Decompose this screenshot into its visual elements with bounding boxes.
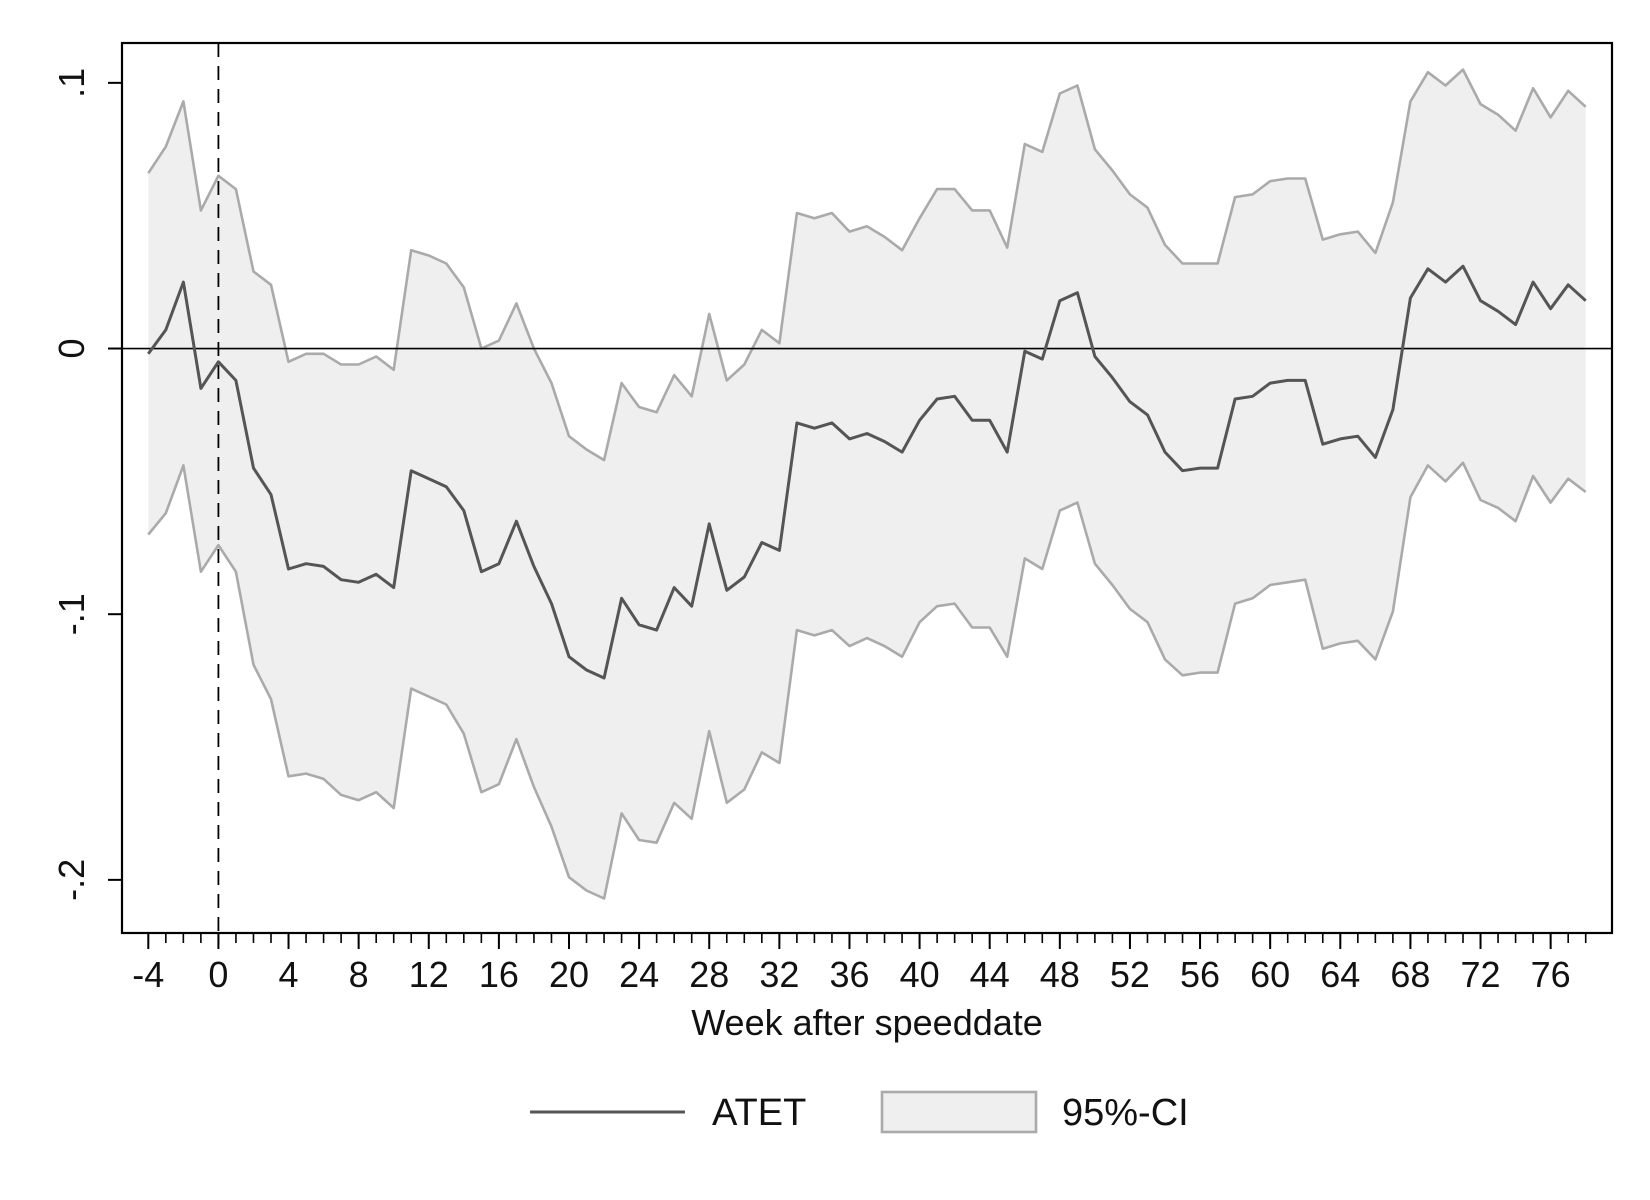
x-tick-label: 76 [1531, 954, 1571, 995]
x-tick-label: 36 [829, 954, 869, 995]
x-tick-label: 28 [689, 954, 729, 995]
x-axis-title: Week after speeddate [691, 1002, 1043, 1043]
x-tick-label: 44 [970, 954, 1010, 995]
ci-lower-bound [147, 461, 1587, 900]
x-tick-label: 12 [409, 954, 449, 995]
atet-line [147, 264, 1587, 680]
x-tick-label: 16 [479, 954, 519, 995]
x-tick-label: 64 [1320, 954, 1360, 995]
x-tick-label: 68 [1390, 954, 1430, 995]
y-tick-label: 0 [51, 339, 92, 359]
legend-atet-label: ATET [712, 1092, 806, 1134]
atet-line-layer [147, 264, 1587, 680]
x-tick-label: 72 [1461, 954, 1501, 995]
legend: ATET 95%-CI [530, 1090, 1189, 1134]
x-tick-label: 60 [1250, 954, 1290, 995]
y-ticks: .1 0 -.1 -.2 [51, 68, 122, 901]
ci-upper-bound [147, 68, 1587, 462]
x-tick-label: 56 [1180, 954, 1220, 995]
ci-band-layer [147, 68, 1587, 900]
reference-lines [122, 43, 1612, 933]
x-tick-label: 20 [549, 954, 589, 995]
x-tick-label: 0 [208, 954, 228, 995]
x-tick-label: 8 [349, 954, 369, 995]
ci-band-fill [148, 69, 1586, 899]
x-tick-label: 40 [900, 954, 940, 995]
y-tick-label: .1 [51, 68, 92, 98]
y-tick-label: -.1 [51, 593, 92, 635]
x-tick-label: -4 [132, 954, 164, 995]
legend-ci-label: 95%-CI [1062, 1092, 1189, 1134]
x-ticks: -4 0 4 8 12 16 20 24 28 32 36 40 44 48 52 56 60 64 68 72 76 [132, 933, 1587, 995]
x-tick-label: 4 [279, 954, 299, 995]
x-tick-label: 48 [1040, 954, 1080, 995]
x-tick-label: 32 [759, 954, 799, 995]
y-tick-label: -.2 [51, 859, 92, 901]
legend-ci-swatch [880, 1090, 1038, 1134]
x-tick-label: 24 [619, 954, 659, 995]
x-tick-label: 52 [1110, 954, 1150, 995]
